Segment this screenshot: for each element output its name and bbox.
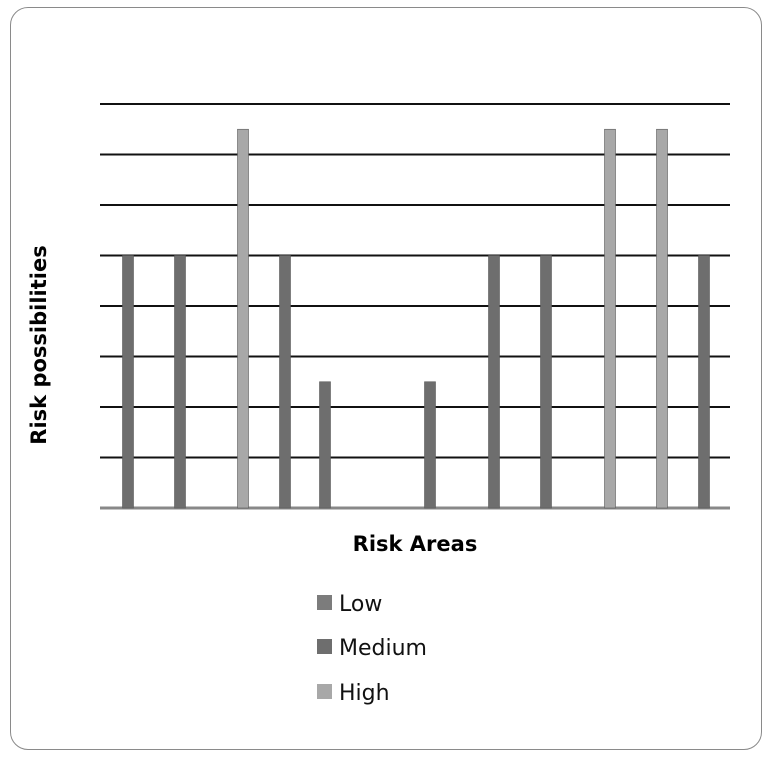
chart-frame (10, 7, 762, 750)
bar-medium (488, 255, 500, 509)
gridlines (100, 103, 730, 510)
bar-medium (424, 381, 436, 509)
bar-medium (279, 255, 291, 509)
bar-medium (698, 255, 710, 509)
bar-medium (174, 255, 186, 509)
legend: Low Medium High (317, 592, 427, 706)
legend-swatch-low (317, 595, 332, 610)
bar-high (656, 128, 668, 509)
bar-medium (540, 255, 552, 509)
bar-high (604, 128, 616, 509)
x-axis-title: Risk Areas (353, 532, 478, 556)
legend-swatch-medium (317, 639, 332, 654)
bar-medium (319, 381, 331, 509)
legend-swatch-high (317, 684, 332, 699)
bars (122, 128, 710, 509)
legend-label-high: High (339, 681, 390, 706)
bar-high (237, 128, 249, 509)
legend-label-medium: Medium (339, 636, 427, 661)
legend-label-low: Low (339, 592, 382, 617)
y-axis-title: Risk possibilities (27, 245, 51, 444)
bar-medium (122, 255, 134, 509)
